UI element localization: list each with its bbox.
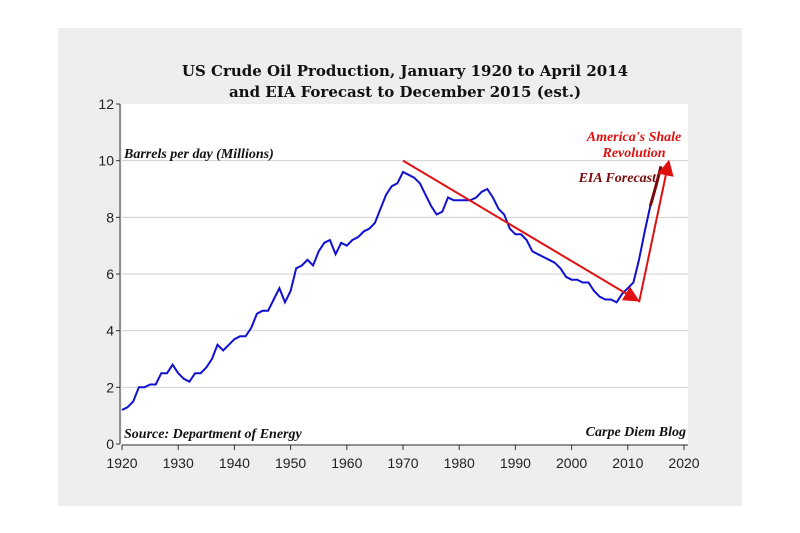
- y-tick-label: 10: [98, 153, 114, 169]
- trend-arrow: [402, 159, 640, 302]
- shale-annotation-line2: Revolution: [601, 146, 665, 161]
- y-tick-label: 0: [106, 436, 114, 452]
- credit-label: Carpe Diem Blog: [586, 425, 686, 440]
- x-tick-label: 1950: [275, 455, 306, 471]
- y-axis-label: Barrels per day (Millions): [123, 147, 274, 162]
- source-label: Source: Department of Energy: [124, 427, 303, 442]
- x-tick-label: 1920: [106, 455, 137, 471]
- x-tick-label: 1990: [500, 455, 531, 471]
- x-tick-label: 1930: [163, 455, 194, 471]
- x-tick-label: 2000: [556, 455, 587, 471]
- shale-annotation-line1: America's Shale: [586, 130, 682, 145]
- x-tick-label: 1970: [387, 455, 418, 471]
- x-tick-label: 1980: [444, 455, 475, 471]
- trend-arrow: [638, 159, 674, 303]
- x-tick-label: 2020: [668, 455, 699, 471]
- y-tick-label: 8: [106, 209, 114, 225]
- y-tick-label: 4: [106, 323, 114, 339]
- y-tick-label: 2: [106, 379, 114, 395]
- chart-title-line2: and EIA Forecast to December 2015 (est.): [229, 83, 581, 101]
- x-tick-label: 2010: [612, 455, 643, 471]
- x-tick-label: 1960: [331, 455, 362, 471]
- x-tick-label: 1940: [219, 455, 250, 471]
- production-line: [121, 170, 652, 411]
- eia-forecast-label: EIA Forecast: [578, 171, 658, 186]
- chart-title-line1: US Crude Oil Production, January 1920 to…: [182, 62, 628, 80]
- y-tick-label: 6: [106, 266, 114, 282]
- y-tick-label: 12: [98, 96, 114, 112]
